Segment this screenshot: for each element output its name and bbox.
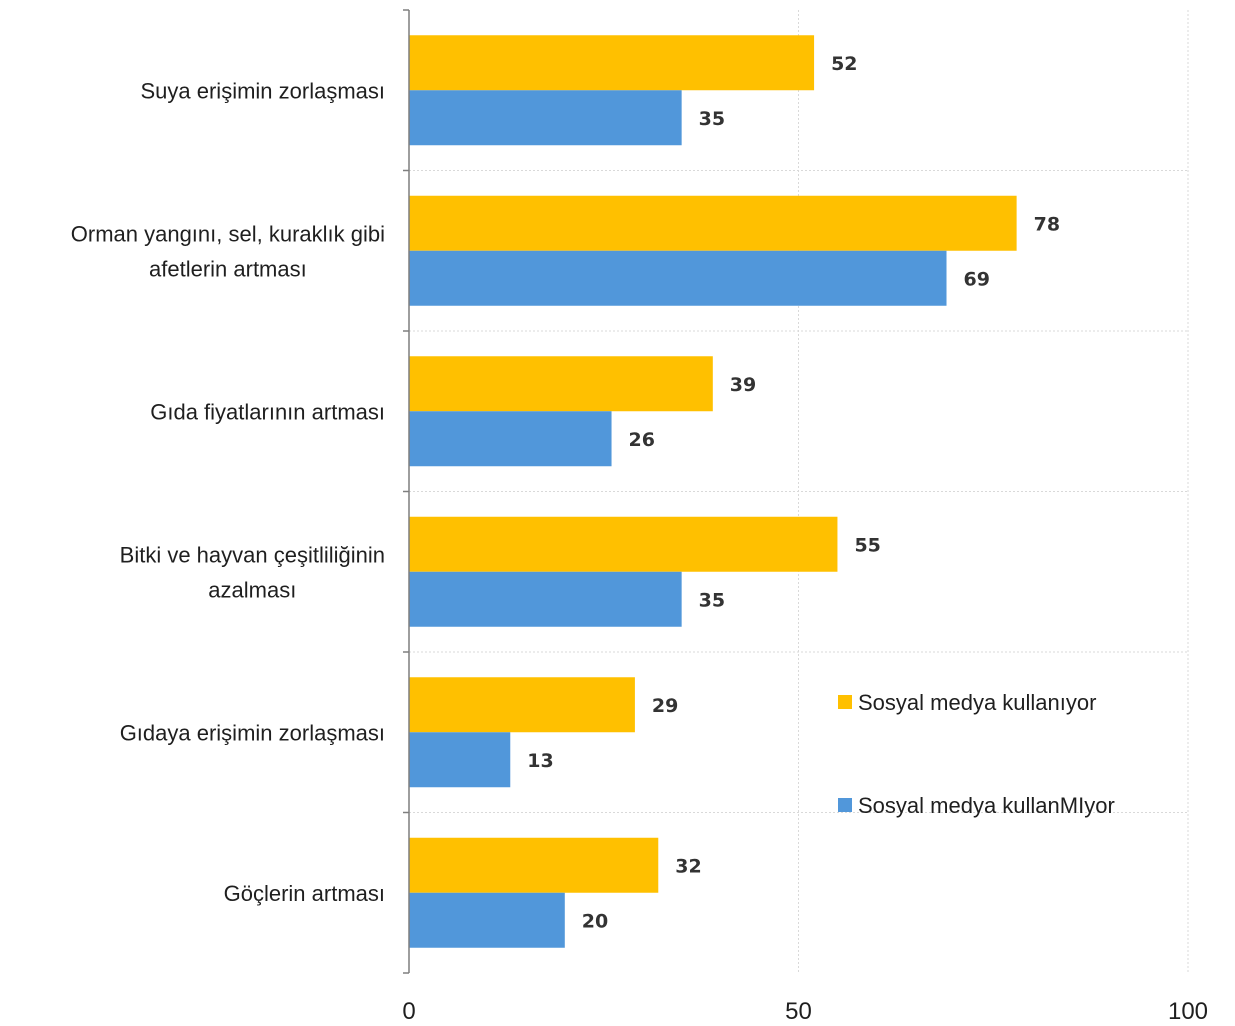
- bar-series-1: [409, 677, 635, 733]
- data-label: 35: [699, 589, 725, 611]
- x-tick-label: 0: [402, 998, 415, 1025]
- category-label-line: azalması: [208, 577, 296, 602]
- bar-series-2: [409, 571, 682, 627]
- data-label: 32: [675, 855, 701, 877]
- bar-series-2: [409, 411, 612, 467]
- gridlines: [409, 10, 1189, 973]
- bar-series-1: [409, 195, 1017, 251]
- category-label: Gıda fiyatlarının artması: [150, 399, 385, 424]
- bar-series-2: [409, 892, 565, 948]
- legend-swatch: [838, 798, 852, 812]
- x-axis-ticks: 0 50 100: [402, 998, 1208, 1025]
- category-labels: Suya erişimin zorlaşması Orman yangını, s…: [71, 78, 385, 906]
- data-label: 69: [964, 268, 990, 290]
- x-tick-label: 50: [785, 998, 812, 1025]
- category-label: Göçlerin artması: [224, 881, 385, 906]
- data-label: 78: [1034, 213, 1060, 235]
- category-label: Gıdaya erişimin zorlaşması: [120, 720, 385, 745]
- legend-swatch: [838, 695, 852, 709]
- category-label-line: Gıdaya erişimin zorlaşması: [120, 720, 385, 745]
- data-label: 55: [854, 534, 880, 556]
- bar-series-1: [409, 356, 713, 412]
- legend: Sosyal medya kullanıyor Sosyal medya kull…: [838, 690, 1115, 818]
- bar-series-1: [409, 837, 659, 893]
- category-label-line: Göçlerin artması: [224, 881, 385, 906]
- data-label: 13: [527, 750, 553, 772]
- category-label-line: afetlerin artması: [149, 256, 307, 281]
- legend-label: Sosyal medya kullanıyor: [858, 690, 1096, 715]
- data-label: 20: [582, 910, 608, 932]
- bar-series-1: [409, 516, 838, 572]
- bar-series-2: [409, 90, 682, 146]
- category-label: Bitki ve hayvan çeşitliliğinin azalması: [120, 542, 385, 602]
- data-label: 29: [652, 695, 678, 717]
- category-label-line: Gıda fiyatlarının artması: [150, 399, 385, 424]
- y-axis: [403, 9, 410, 974]
- category-label-line: Suya erişimin zorlaşması: [140, 78, 385, 103]
- legend-label: Sosyal medya kullanMIyor: [858, 793, 1115, 818]
- category-label-line: Orman yangını, sel, kuraklık gibi: [71, 221, 385, 246]
- category-label-line: Bitki ve hayvan çeşitliliğinin: [120, 542, 385, 567]
- x-tick-label: 100: [1168, 998, 1208, 1025]
- bar-series-2: [409, 732, 511, 788]
- data-label: 26: [629, 429, 655, 451]
- data-label: 52: [831, 53, 857, 75]
- data-label: 39: [730, 374, 756, 396]
- bar-series-1: [409, 35, 815, 91]
- category-label: Suya erişimin zorlaşması: [140, 78, 385, 103]
- category-label: Orman yangını, sel, kuraklık gibi afetler…: [71, 221, 385, 281]
- bars: 52 35 78 69 39 26 55 35 29 13 32 20: [409, 35, 1060, 948]
- data-label: 35: [699, 108, 725, 130]
- bar-series-2: [409, 250, 947, 306]
